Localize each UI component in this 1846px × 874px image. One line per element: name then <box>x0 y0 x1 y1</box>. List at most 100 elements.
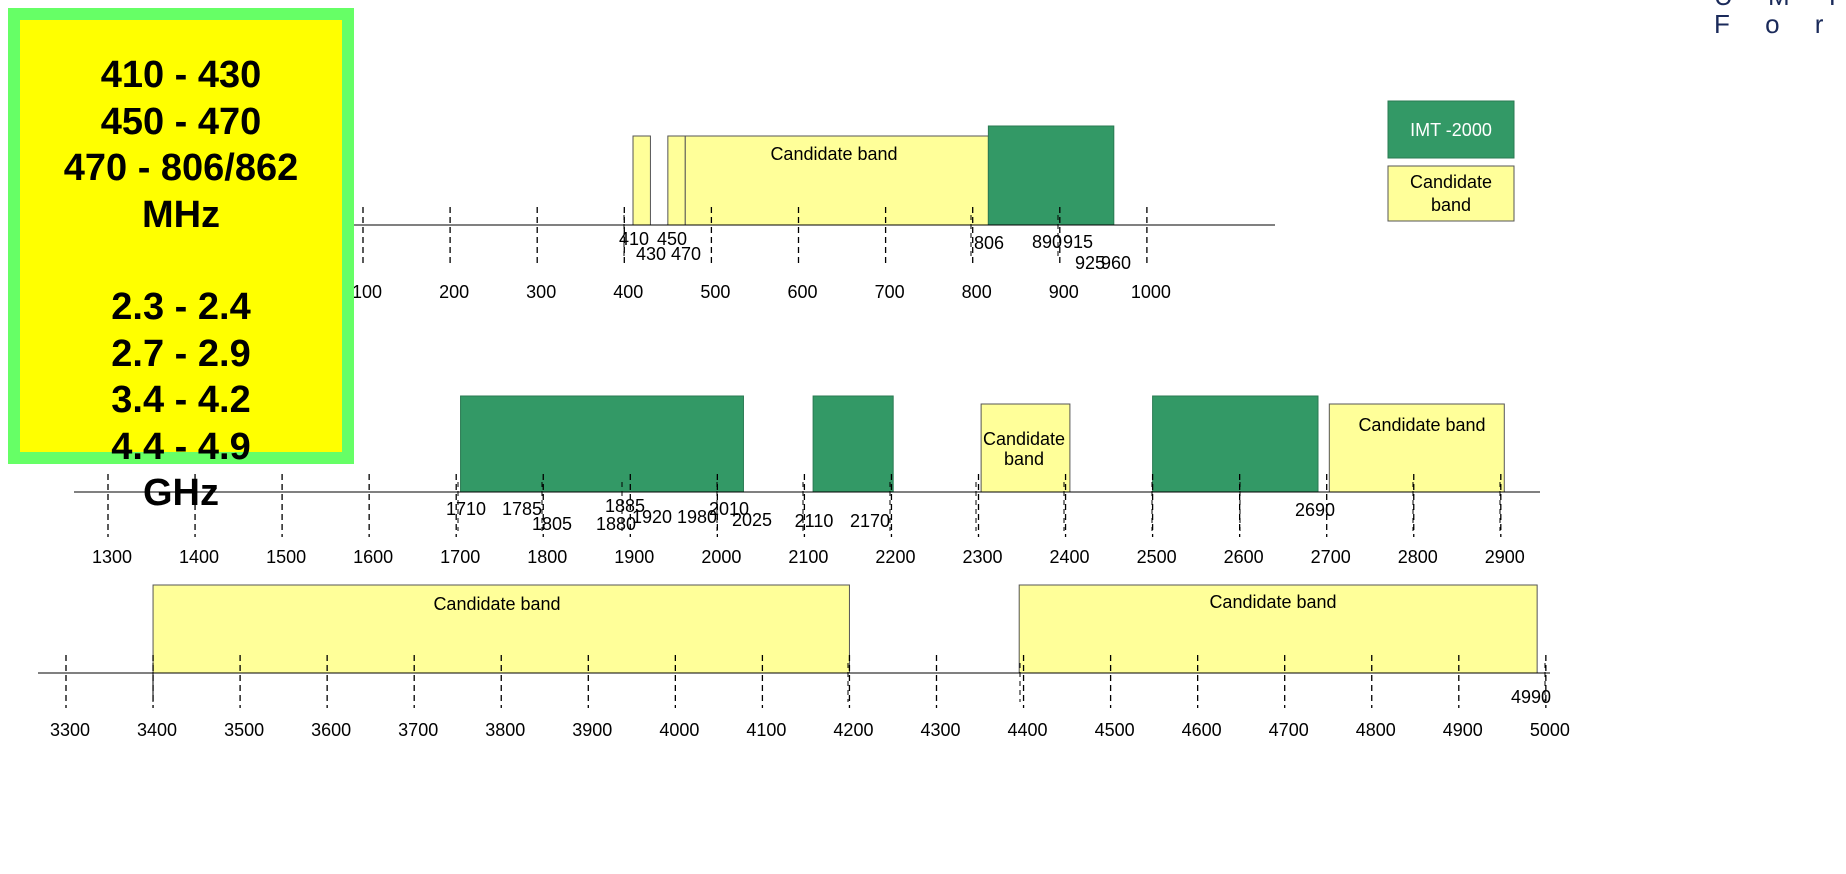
tick-label: 4400 <box>1008 720 1048 740</box>
frequency-marker: 1805 <box>532 514 572 534</box>
tick-label: 1600 <box>353 547 393 567</box>
tick-label: 800 <box>962 282 992 302</box>
tick-label: 1900 <box>614 547 654 567</box>
tick-label: 4600 <box>1182 720 1222 740</box>
frequency-marker: 2025 <box>732 510 772 530</box>
tick-label: 4700 <box>1269 720 1309 740</box>
tick-label: 3400 <box>137 720 177 740</box>
candidate-band <box>1018 584 1538 674</box>
tick-label: 4900 <box>1443 720 1483 740</box>
frequency-marker: 915 <box>1063 232 1093 252</box>
band-label: Candidate band <box>1358 415 1485 435</box>
candidate-band <box>667 135 686 226</box>
legend-candidate-label: Candidate <box>1410 172 1492 192</box>
tick-label: 3600 <box>311 720 351 740</box>
tick-label: 1000 <box>1131 282 1171 302</box>
tick-label: 300 <box>526 282 556 302</box>
band-label: Candidate band <box>1209 592 1336 612</box>
frequency-marker: 1920 <box>632 507 672 527</box>
tick-label: 2500 <box>1137 547 1177 567</box>
legend-candidate-label: band <box>1431 195 1471 215</box>
tick-label: 2700 <box>1311 547 1351 567</box>
summary-line: 450 - 470 <box>100 100 262 143</box>
imt-2000-band <box>460 395 744 493</box>
tick-label: 2600 <box>1224 547 1264 567</box>
frequency-marker: 1710 <box>446 499 486 519</box>
frequency-marker: 450 <box>657 229 687 249</box>
tick-label: 200 <box>439 282 469 302</box>
frequency-marker: 2010 <box>709 499 749 519</box>
frequency-marker: 1885 <box>605 496 645 516</box>
legend-candidate-swatch <box>1387 165 1515 222</box>
tick-label: 2100 <box>788 547 828 567</box>
tick-label: 4500 <box>1095 720 1135 740</box>
tick-label: 1800 <box>527 547 567 567</box>
tick-label: 500 <box>700 282 730 302</box>
frequency-marker: 2110 <box>795 511 834 531</box>
tick-label: 5000 <box>1530 720 1570 740</box>
imt-2000-band <box>1152 395 1319 493</box>
axis-lband <box>74 395 1540 537</box>
frequency-marker: 2170 <box>850 511 890 531</box>
frequency-marker: 470 <box>671 244 701 264</box>
imt-2000-band <box>987 125 1115 226</box>
tick-label: 1400 <box>179 547 219 567</box>
summary-line: 2.7 - 2.9 <box>111 332 251 375</box>
tick-label: 4000 <box>659 720 699 740</box>
frequency-summary-box: 410 - 430 450 - 470 470 - 806/862 MHz 2.… <box>8 8 354 514</box>
summary-line: 410 - 430 <box>100 54 262 96</box>
tick-label: 1700 <box>440 547 480 567</box>
legend-imt-label: IMT -2000 <box>1410 120 1492 140</box>
tick-label: 3900 <box>572 720 612 740</box>
tick-label: 2000 <box>701 547 741 567</box>
tick-label: 4800 <box>1356 720 1396 740</box>
tick-label: 4200 <box>833 720 873 740</box>
tick-label: 3500 <box>224 720 264 740</box>
umts-forum-logo: U M T F o r u <box>1714 0 1846 39</box>
band-label: Candidate band <box>770 144 897 164</box>
tick-label: 1300 <box>92 547 132 567</box>
summary-line: 2.3 - 2.4 <box>111 286 251 328</box>
frequency-marker: 410 <box>619 229 649 249</box>
summary-line: 4.4 - 4.9 <box>111 425 251 468</box>
summary-unit: GHz <box>143 472 219 514</box>
tick-label: 600 <box>787 282 817 302</box>
axis-uhf <box>280 125 1275 265</box>
tick-label: 900 <box>1049 282 1079 302</box>
candidate-band <box>980 403 1071 493</box>
tick-label: 700 <box>875 282 905 302</box>
frequency-marker: 4990 <box>1511 687 1551 707</box>
candidate-band <box>1328 403 1505 493</box>
tick-label: 2300 <box>962 547 1002 567</box>
tick-label: 4100 <box>746 720 786 740</box>
summary-unit: MHz <box>141 193 221 236</box>
frequency-marker: 1785 <box>502 499 542 519</box>
tick-label: 4300 <box>920 720 960 740</box>
tick-label: 2800 <box>1398 547 1438 567</box>
tick-label: 2400 <box>1050 547 1090 567</box>
tick-label: 400 <box>613 282 643 302</box>
axis-sband <box>38 584 1550 708</box>
legend-imt-swatch <box>1387 100 1515 159</box>
tick-label: 100 <box>352 282 382 302</box>
tick-label: 2900 <box>1485 547 1525 567</box>
frequency-marker: 1980 <box>677 507 717 527</box>
band-label: band <box>1004 449 1044 469</box>
candidate-band <box>632 135 651 226</box>
tick-label: 3700 <box>398 720 438 740</box>
frequency-marker: 806 <box>974 233 1004 253</box>
frequency-marker: 925 <box>1075 253 1105 273</box>
frequency-marker: 890 <box>1032 232 1062 252</box>
frequency-marker: 430 <box>636 244 666 264</box>
frequency-marker: 960 <box>1101 253 1131 273</box>
summary-line: 470 - 806/862 <box>63 147 299 189</box>
imt-2000-band <box>812 395 894 493</box>
band-label: Candidate <box>983 429 1065 449</box>
band-label: Candidate band <box>433 594 560 614</box>
tick-label: 1500 <box>266 547 306 567</box>
frequency-marker: 1880 <box>596 514 636 534</box>
tick-label: 3800 <box>485 720 525 740</box>
tick-label: 2200 <box>875 547 915 567</box>
